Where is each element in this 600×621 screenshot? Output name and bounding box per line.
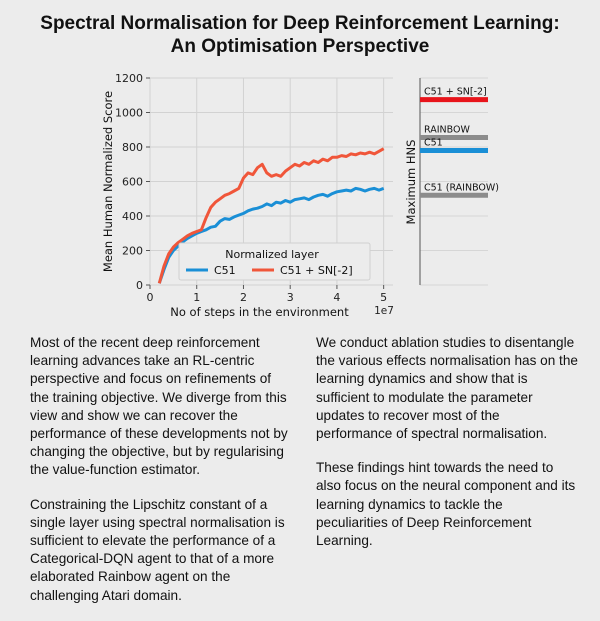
paragraph: Most of the recent deep reinforcement le… [30,335,288,478]
x-tick-label: 0 [147,291,154,304]
title-line-2: An Optimisation Perspective [170,36,430,57]
y-axis-label: Mean Human Normalized Score [101,91,115,272]
y-tick-label: 1000 [115,107,143,120]
x-tick-label: 1 [193,291,200,304]
y-tick-label: 0 [136,279,143,292]
side-y-axis-label: Maximum HNS [404,140,418,225]
legend: Normalized layer C51 C51 + SN[-2] [178,242,371,281]
legend-title: Normalized layer [225,248,319,261]
legend-entry: C51 [214,264,236,277]
x-tick-label: 2 [240,291,247,304]
x-scale-note: 1e7 [374,305,394,317]
series-line [157,186,385,284]
page-title: Spectral Normalisation for Deep Reinforc… [0,12,600,58]
left-column-text: Most of the recent deep reinforcement le… [30,334,288,621]
y-tick-label: 200 [122,245,143,258]
right-column-text: We conduct ablation studies to disentang… [316,334,578,566]
hns-marker-label: C51 [424,137,443,148]
y-tick-label: 800 [122,141,143,154]
y-tick-label: 600 [122,176,143,189]
paragraph: Constraining the Lipschitz constant of a… [30,496,285,603]
hns-marker-label: C51 (RAINBOW) [424,182,499,193]
hns-marker-label: C51 + SN[-2] [424,87,487,98]
y-tick-label: 1200 [115,72,143,85]
paragraph: These findings hint towards the need to … [316,460,576,549]
x-axis-label: No of steps in the environment [170,305,349,319]
x-tick-label: 3 [287,291,294,304]
y-tick-label: 400 [122,210,143,223]
legend-box [178,242,371,281]
title-line-1: Spectral Normalisation for Deep Reinforc… [40,13,560,34]
x-tick-label: 5 [380,291,387,304]
paragraph: We conduct ablation studies to disentang… [316,335,578,442]
series-line [157,147,385,284]
legend-entry: C51 + SN[-2] [280,264,353,277]
hns-marker-label: RAINBOW [424,125,470,136]
x-tick-label: 4 [333,291,340,304]
